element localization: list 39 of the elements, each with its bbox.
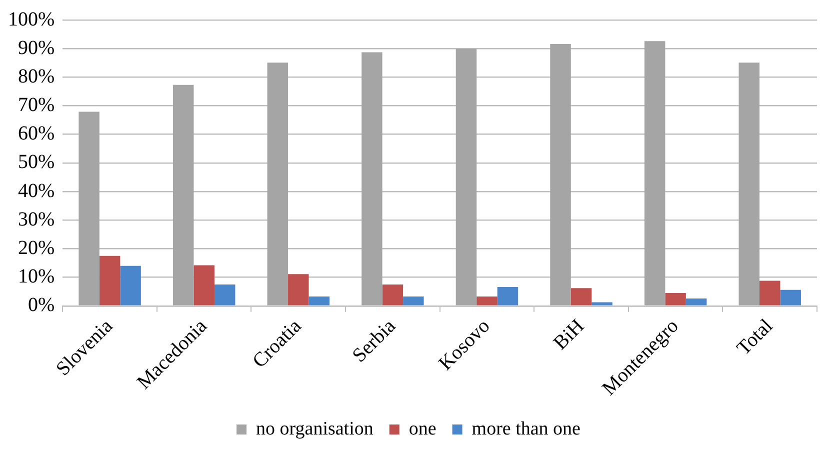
y-tick-label: 60% <box>18 122 55 145</box>
y-tick-label: 80% <box>18 65 55 88</box>
bar <box>288 274 309 306</box>
y-tick-label: 0% <box>28 294 55 316</box>
bar <box>267 62 288 306</box>
bar <box>78 112 100 306</box>
y-tick-label: 70% <box>18 94 55 116</box>
y-tick-label: 10% <box>18 266 55 288</box>
bar <box>308 296 330 306</box>
bar <box>592 302 612 306</box>
bar <box>99 256 120 306</box>
y-tick-label: 20% <box>18 236 55 259</box>
bar <box>665 293 686 306</box>
bar <box>550 44 571 306</box>
bar <box>476 296 498 306</box>
legend-label: no organisation <box>256 418 374 440</box>
y-tick-label: 40% <box>18 180 55 202</box>
bar <box>759 280 780 306</box>
bar <box>570 288 592 306</box>
bar <box>456 48 477 306</box>
bar <box>382 284 404 306</box>
bar <box>362 52 382 306</box>
bar <box>214 284 236 306</box>
bar <box>644 41 666 306</box>
y-tick-label: 90% <box>18 36 55 59</box>
bar <box>194 265 214 306</box>
y-tick-label: 50% <box>18 151 55 174</box>
x-tick-label: BiH <box>549 315 589 354</box>
bar <box>403 296 424 306</box>
bar <box>120 266 141 306</box>
y-tick-label: 100% <box>8 8 55 30</box>
legend-label: more than one <box>472 418 580 440</box>
bar <box>738 62 760 306</box>
y-tick-label: 30% <box>18 208 55 230</box>
bar <box>497 287 518 306</box>
bar <box>686 298 707 306</box>
bar <box>780 290 801 306</box>
bar <box>172 84 194 306</box>
legend-label: one <box>408 418 436 440</box>
